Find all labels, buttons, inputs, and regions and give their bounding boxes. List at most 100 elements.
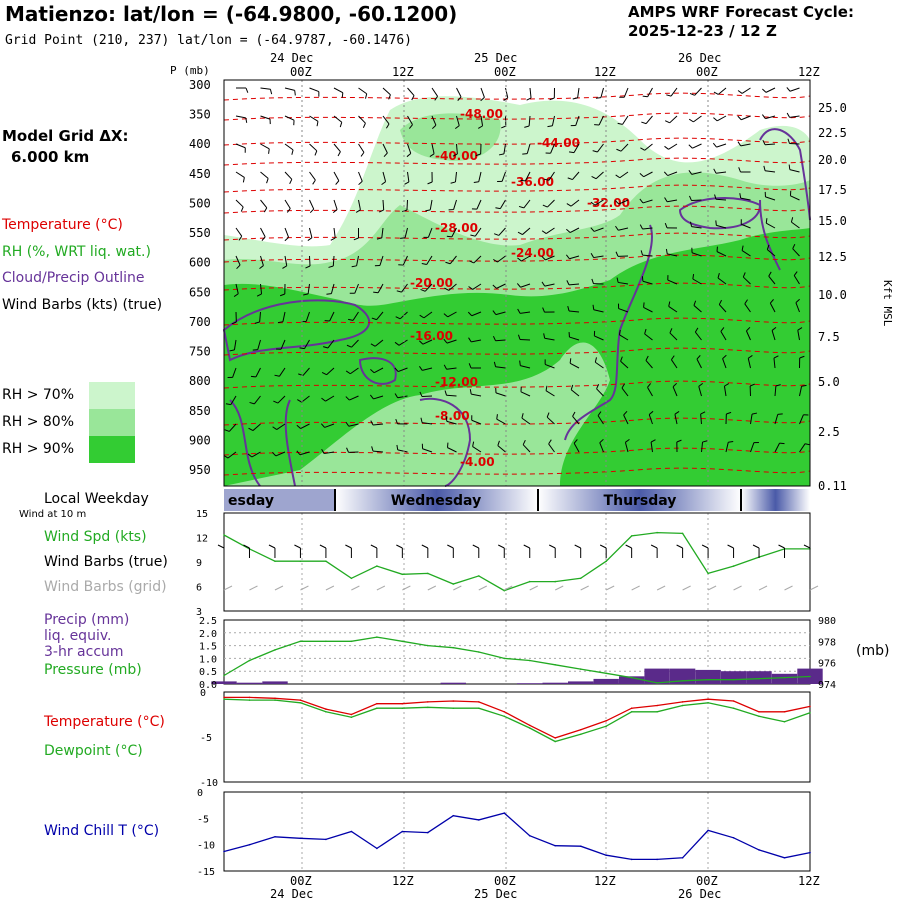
wind-barb — [373, 423, 384, 426]
wind-barb — [382, 87, 391, 96]
wind-barb — [476, 199, 482, 210]
wind-barb-flag — [477, 125, 483, 129]
wind-barb — [495, 339, 506, 342]
wind-barb-flag — [572, 97, 578, 100]
wind-barb — [381, 227, 384, 238]
temp-tick-label: -5 — [200, 733, 212, 744]
surface-wind-barb-flag — [447, 544, 454, 549]
wind-barb — [230, 395, 237, 405]
wind-tick-label: 6 — [196, 583, 202, 594]
wind-barb — [421, 395, 433, 398]
wind-barb — [520, 311, 531, 314]
wind-barb-flag — [726, 411, 732, 415]
weekday-band — [538, 489, 741, 511]
wind-barb-flag — [296, 424, 301, 429]
wind-barb-flag — [296, 450, 301, 456]
temperature-contour-label: -48.00 — [460, 107, 503, 121]
bottom-time-label: 00Z — [494, 874, 516, 888]
wind-barb — [324, 423, 335, 428]
wind-barb — [670, 359, 678, 369]
wind-barb-flag — [233, 293, 239, 297]
wind-chill-line-point — [427, 831, 429, 834]
wind-barb-flag — [493, 233, 499, 236]
wind-barb — [309, 199, 315, 210]
wind-barb — [407, 143, 412, 154]
wind-barb — [471, 311, 482, 317]
wind-barb-flag — [419, 314, 425, 319]
wind-barb — [594, 335, 604, 341]
precip-bar — [593, 678, 619, 684]
wind-barb — [382, 199, 385, 211]
dewpoint-line-point — [325, 711, 327, 713]
wind-barb-flag — [452, 153, 458, 157]
wind-barb-flag — [790, 217, 794, 223]
precip-bar — [720, 671, 747, 684]
wind-barb — [284, 143, 294, 151]
temperature-line-point — [325, 708, 327, 710]
wind-barb — [358, 171, 363, 182]
dewpoint-line-point — [401, 707, 404, 709]
wind-barb — [228, 423, 237, 432]
wind-barb — [373, 395, 384, 400]
wind-barb-flag — [365, 93, 368, 99]
wind-speed-line-point — [554, 580, 556, 583]
dewpoint-line-point — [452, 707, 455, 709]
wind-barb — [260, 227, 266, 238]
wind-barb — [325, 395, 335, 402]
wind-barb — [300, 423, 310, 429]
wind-barb-flag — [623, 411, 628, 416]
wind-barb — [718, 304, 727, 313]
wind-barb — [799, 386, 803, 397]
wind-chill-line-point — [605, 854, 607, 856]
wind-barb — [404, 227, 408, 238]
wind-barb — [790, 195, 800, 201]
wind-barb-flag — [353, 237, 359, 241]
wind-barb — [424, 283, 433, 292]
bottom-time-label: 00Z — [290, 874, 312, 888]
wind-barb — [382, 171, 387, 182]
wind-barb-flag — [590, 227, 595, 232]
wind-barb-flag — [793, 271, 798, 276]
wind-barb — [354, 283, 359, 294]
wind-barb — [456, 87, 462, 98]
surface-wind-barb-flag — [701, 544, 709, 549]
height-tick-label: 22.5 — [818, 126, 847, 140]
wind-barb — [453, 199, 457, 210]
wind-barb — [692, 278, 702, 285]
grid-wind-barb — [809, 585, 819, 591]
wind-speed-line — [223, 531, 810, 592]
wind-barb — [423, 311, 433, 319]
wind-barb — [499, 199, 506, 209]
wind-barb-flag — [266, 178, 269, 184]
temperature-line-point — [630, 707, 633, 709]
wind-barb-flag — [689, 92, 695, 96]
wind-barb-flag — [469, 389, 472, 395]
precip-tick-label: 2.5 — [199, 616, 217, 627]
wind-barb — [793, 275, 800, 285]
wind-barb-flag — [717, 273, 720, 279]
wind-barb-flag — [516, 283, 521, 288]
wind-barb — [333, 227, 336, 238]
pressure-tick-label: 500 — [189, 196, 211, 210]
surface-wind-barb-flag — [650, 544, 658, 549]
wind-barb — [720, 331, 727, 341]
wind-barb-flag — [480, 97, 485, 102]
wind-barb-flag — [786, 112, 791, 118]
wind-barb — [309, 171, 316, 181]
wind-speed-line-point — [478, 575, 480, 577]
wind-barb — [668, 143, 678, 150]
temperature-contour-label: -12.00 — [435, 375, 478, 389]
wind-barb — [305, 311, 310, 322]
wind-barb-flag — [621, 383, 626, 389]
wind-barb — [251, 451, 261, 458]
wind-barb-flag — [373, 291, 379, 294]
wind-barb — [235, 199, 244, 208]
wind-barb-flag — [425, 209, 431, 212]
wind-barb-flag — [650, 439, 656, 443]
wind-chill-line-point — [783, 857, 786, 859]
wind-barb-flag — [383, 152, 388, 157]
legend-rh80-swatch — [89, 409, 135, 436]
temperature-line-point — [605, 720, 607, 722]
wind-barb — [548, 171, 555, 181]
wind-barb-flag — [371, 317, 377, 321]
